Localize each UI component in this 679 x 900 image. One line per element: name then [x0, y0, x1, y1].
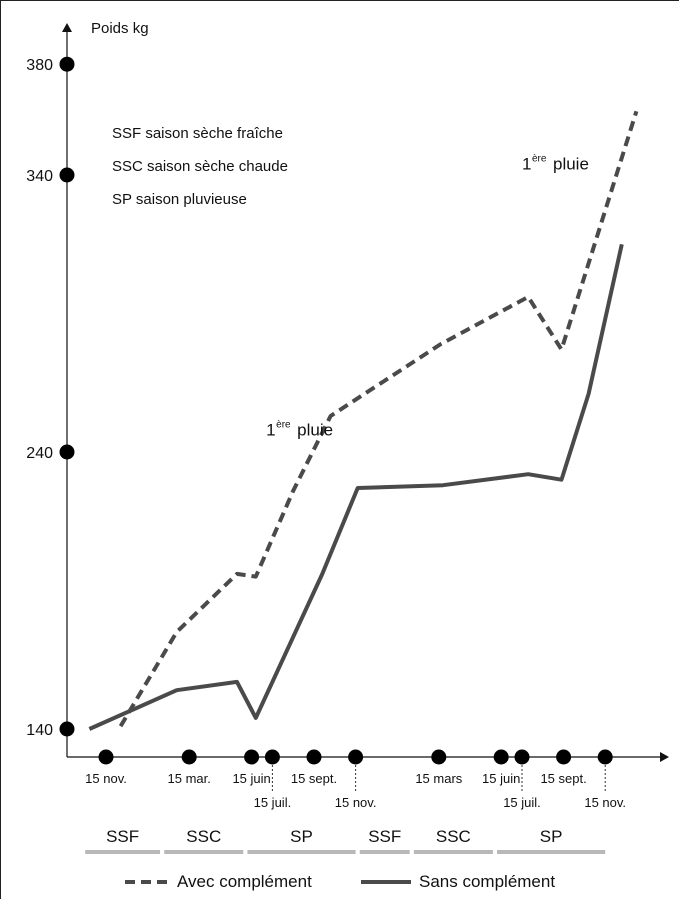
y-tick-label: 380 [26, 57, 53, 74]
x-tick-label: 15 sept. [540, 771, 586, 786]
season-note: SP saison pluvieuse [112, 191, 247, 208]
season-label: SSF [368, 827, 401, 846]
season-label: SSC [436, 827, 471, 846]
y-tick-marker [59, 167, 75, 183]
x-tick-marker [431, 749, 447, 765]
y-axis-arrow-icon [62, 23, 72, 32]
annotation-number: 1 [266, 420, 275, 439]
legend-label-sans-complement: Sans complément [419, 872, 555, 891]
season-label: SP [290, 827, 313, 846]
y-tick-label: 340 [26, 168, 53, 185]
season-label: SSF [106, 827, 139, 846]
x-tick-marker [98, 749, 114, 765]
y-tick-label: 140 [26, 722, 53, 739]
x-tick-label: 15 nov. [335, 795, 377, 810]
annotation-text: pluie [297, 420, 333, 439]
x-tick-marker [348, 749, 364, 765]
y-tick-label: 240 [26, 445, 53, 462]
y-tick-marker [59, 444, 75, 460]
x-tick-marker [264, 749, 280, 765]
annotation-text: pluie [553, 154, 589, 173]
x-tick-marker [181, 749, 197, 765]
season-label: SSC [186, 827, 221, 846]
x-axis-arrow-icon [660, 752, 669, 762]
x-tick-label: 15 juil. [254, 795, 292, 810]
series-line-sans-complement [88, 243, 624, 731]
annotation-sup: ère [532, 153, 547, 164]
season-note: SSF saison sèche fraîche [112, 125, 283, 142]
x-tick-marker [493, 749, 509, 765]
x-tick-marker [556, 749, 572, 765]
x-tick-label: 15 nov. [584, 795, 626, 810]
annotation-number: 1 [522, 154, 531, 173]
x-tick-label: 15 mar. [168, 771, 211, 786]
season-label: SP [540, 827, 563, 846]
y-tick-marker [59, 56, 75, 72]
x-tick-marker [514, 749, 530, 765]
x-tick-marker [244, 749, 260, 765]
y-tick-marker [59, 721, 75, 737]
x-tick-label: 15 sept. [291, 771, 337, 786]
x-tick-label: 15 juil. [503, 795, 541, 810]
y-axis-label: Poids kg [91, 20, 149, 37]
x-tick-label: 15 nov. [85, 771, 127, 786]
x-tick-marker [597, 749, 613, 765]
series-line-avec-complement [118, 110, 639, 728]
x-tick-marker [306, 749, 322, 765]
annotation-sup: ère [276, 419, 291, 430]
x-tick-label: 15 juin [232, 771, 270, 786]
legend-label-avec-complement: Avec complément [177, 872, 312, 891]
x-tick-label: 15 mars [415, 771, 462, 786]
season-note: SSC saison sèche chaude [112, 158, 288, 175]
x-tick-label: 15 juin [482, 771, 520, 786]
